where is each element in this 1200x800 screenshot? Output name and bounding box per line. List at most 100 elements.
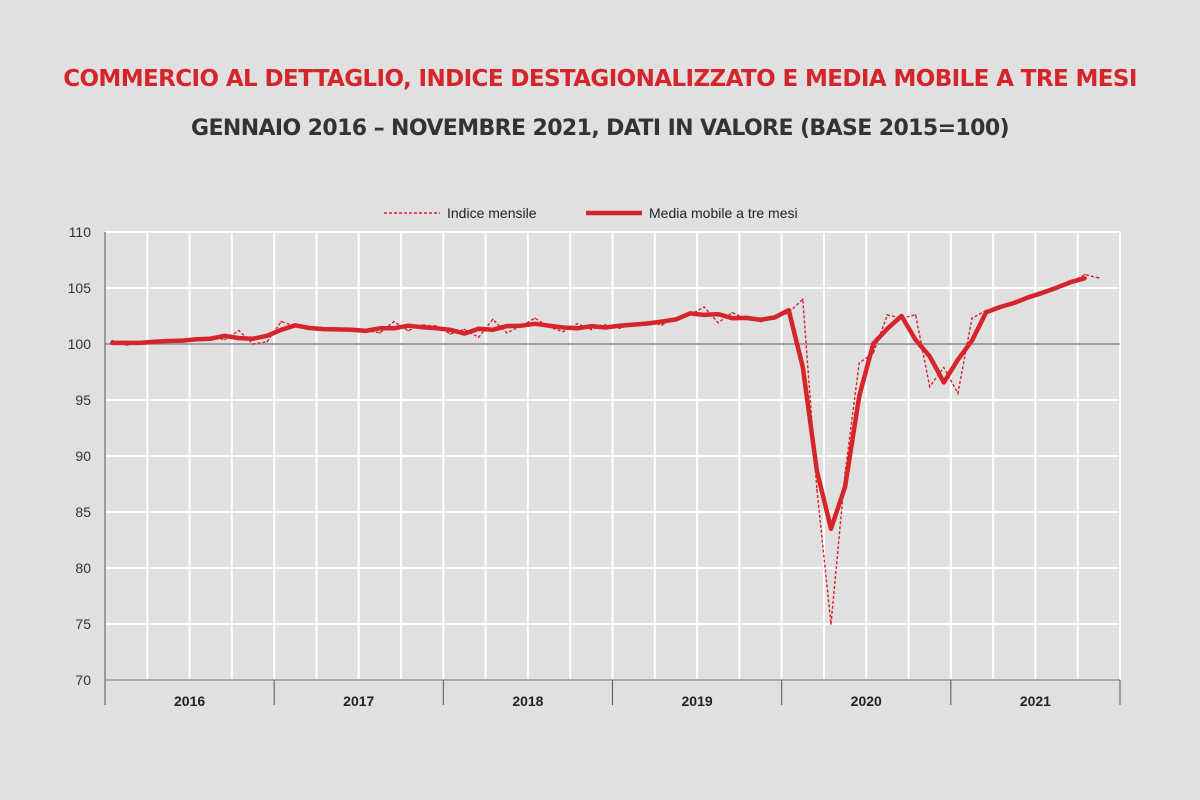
data-point-media-mobile — [1026, 295, 1031, 300]
data-point-media-mobile — [110, 340, 115, 345]
data-point-indice-mensile — [914, 314, 917, 316]
data-point-media-mobile — [730, 316, 735, 321]
data-point-indice-mensile — [731, 311, 734, 314]
data-point-media-mobile — [899, 314, 904, 318]
x-tick-label-year: 2020 — [851, 693, 882, 709]
data-point-media-mobile — [941, 380, 946, 385]
data-point-media-mobile — [1054, 285, 1059, 290]
data-point-media-mobile — [279, 327, 284, 332]
data-point-media-mobile — [406, 323, 411, 328]
x-tick-label-year: 2021 — [1020, 693, 1051, 709]
data-point-media-mobile — [744, 315, 749, 320]
y-tick-label: 85 — [75, 504, 91, 520]
data-point-indice-mensile — [604, 324, 607, 326]
data-point-indice-mensile — [393, 320, 395, 323]
legend-label-monthly: Indice mensile — [447, 205, 537, 221]
data-point-media-mobile — [236, 336, 241, 341]
data-point-media-mobile — [335, 327, 340, 332]
series-group — [110, 273, 1100, 625]
data-point-media-mobile — [194, 337, 199, 342]
data-point-media-mobile — [547, 323, 552, 328]
data-point-indice-mensile — [1098, 277, 1100, 279]
data-point-indice-mensile — [858, 362, 861, 364]
data-point-indice-mensile — [379, 332, 381, 334]
grid — [105, 231, 1121, 681]
data-point-media-mobile — [913, 337, 918, 342]
data-point-indice-mensile — [618, 327, 621, 330]
data-point-indice-mensile — [816, 488, 818, 491]
data-point-indice-mensile — [266, 340, 268, 343]
x-tick-label-year: 2018 — [512, 693, 543, 709]
y-tick-label: 100 — [68, 336, 92, 352]
data-point-media-mobile — [166, 338, 171, 343]
data-point-indice-mensile — [787, 311, 790, 314]
data-point-media-mobile — [702, 312, 707, 317]
data-point-indice-mensile — [491, 318, 494, 321]
data-point-media-mobile — [871, 341, 876, 346]
data-point-media-mobile — [984, 310, 989, 315]
data-point-media-mobile — [673, 317, 678, 322]
y-tick-label: 70 — [75, 672, 91, 688]
data-point-media-mobile — [152, 339, 157, 344]
data-point-indice-mensile — [971, 317, 973, 320]
data-point-media-mobile — [1082, 276, 1087, 281]
chart-title: COMMERCIO AL DETTAGLIO, INDICE DESTAGION… — [63, 66, 1137, 92]
data-point-media-mobile — [800, 365, 805, 370]
data-point-indice-mensile — [717, 321, 720, 324]
data-point-indice-mensile — [1083, 273, 1086, 276]
data-point-indice-mensile — [463, 328, 466, 331]
data-point-media-mobile — [772, 315, 777, 320]
data-point-media-mobile — [927, 354, 932, 359]
data-point-media-mobile — [124, 340, 129, 345]
data-point-media-mobile — [645, 321, 650, 326]
x-tick-label-year: 2016 — [174, 693, 205, 709]
data-point-media-mobile — [659, 319, 664, 324]
data-point-media-mobile — [251, 336, 256, 341]
y-tick-label: 105 — [68, 280, 92, 296]
data-point-media-mobile — [1012, 300, 1017, 305]
data-point-indice-mensile — [872, 352, 875, 354]
axes: 110 105 100 95 90 85 80 75 70 2016 2017 2018 2019 202… — [68, 224, 1121, 709]
data-point-media-mobile — [363, 328, 368, 333]
data-point-media-mobile — [138, 340, 143, 345]
data-point-media-mobile — [716, 312, 721, 317]
data-point-indice-mensile — [703, 306, 705, 308]
data-point-indice-mensile — [844, 472, 846, 474]
data-point-media-mobile — [462, 331, 467, 336]
data-point-indice-mensile — [590, 328, 593, 331]
data-point-indice-mensile — [886, 314, 889, 316]
data-point-media-mobile — [561, 325, 566, 330]
data-point-media-mobile — [1068, 280, 1073, 285]
data-point-indice-mensile — [562, 330, 564, 333]
data-point-indice-mensile — [280, 320, 283, 323]
data-point-media-mobile — [532, 321, 537, 326]
data-point-indice-mensile — [928, 385, 931, 388]
data-point-media-mobile — [829, 526, 834, 531]
data-point-media-mobile — [575, 326, 580, 331]
data-point-media-mobile — [814, 468, 819, 473]
data-point-indice-mensile — [477, 336, 480, 339]
data-point-media-mobile — [293, 323, 298, 328]
data-point-media-mobile — [758, 317, 763, 322]
data-point-indice-mensile — [957, 392, 959, 395]
data-point-indice-mensile — [942, 366, 945, 369]
data-point-media-mobile — [490, 327, 495, 332]
data-point-media-mobile — [617, 323, 622, 328]
data-point-media-mobile — [857, 394, 862, 399]
data-point-media-mobile — [307, 325, 312, 330]
data-point-media-mobile — [420, 325, 425, 330]
data-point-media-mobile — [434, 326, 439, 331]
data-point-media-mobile — [222, 333, 227, 338]
y-tick-label: 110 — [69, 224, 92, 240]
data-point-media-mobile — [1040, 290, 1045, 295]
legend: Indice mensile Media mobile a tre mesi — [384, 205, 798, 221]
data-point-media-mobile — [786, 308, 791, 313]
data-point-indice-mensile — [238, 329, 240, 332]
series-line-media-mobile — [112, 276, 1086, 532]
data-point-media-mobile — [180, 338, 185, 343]
chart-subtitle: GENNAIO 2016 – NOVEMBRE 2021, DATI IN VA… — [191, 116, 1010, 141]
data-point-media-mobile — [589, 324, 594, 329]
data-point-media-mobile — [321, 327, 326, 332]
data-point-media-mobile — [518, 323, 523, 328]
data-point-media-mobile — [998, 305, 1003, 310]
